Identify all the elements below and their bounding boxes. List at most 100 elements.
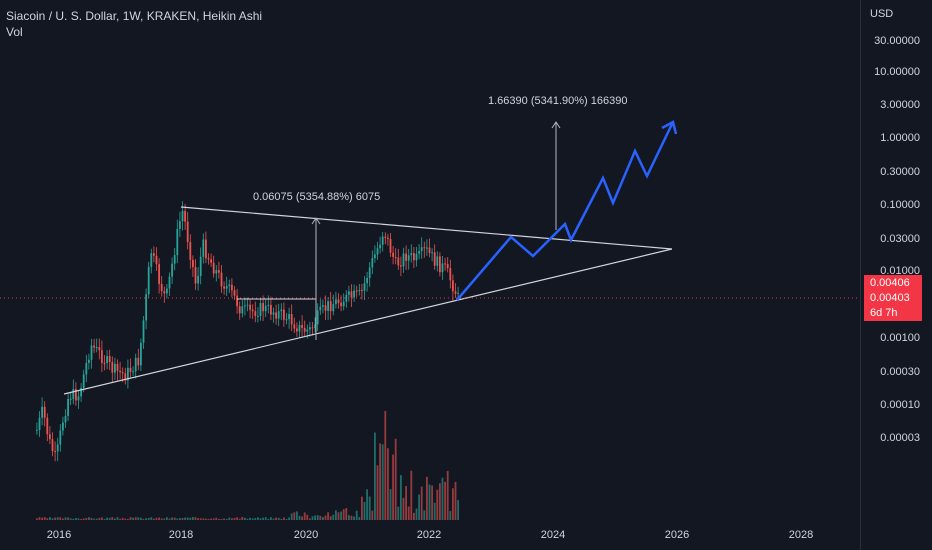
volume-bar	[267, 518, 270, 520]
candle	[233, 290, 236, 296]
projection-path[interactable]	[456, 123, 674, 301]
candle	[272, 312, 275, 315]
candle	[88, 359, 90, 363]
volume-bar	[186, 517, 189, 520]
volume-bar	[368, 496, 371, 520]
volume-bar	[111, 517, 114, 520]
volume-bar	[38, 517, 41, 520]
currency-label[interactable]: USD	[870, 8, 894, 20]
volume-bar	[41, 517, 43, 520]
candle	[368, 267, 371, 279]
candle	[199, 256, 202, 276]
candle	[111, 362, 114, 373]
volume-bar	[108, 517, 111, 520]
candle	[407, 255, 410, 261]
candle	[173, 255, 176, 264]
candle	[85, 362, 88, 375]
candle	[36, 429, 38, 431]
volume-bar	[231, 518, 233, 520]
volume-bar	[457, 500, 459, 520]
measure-label-2: 1.66390 (5341.90%) 166390	[488, 95, 627, 107]
volume-bar	[366, 489, 368, 520]
candle	[56, 444, 59, 452]
candle	[127, 367, 129, 381]
volume-bar	[95, 518, 98, 520]
volume-bar	[114, 518, 116, 520]
candle	[59, 430, 62, 445]
candle	[394, 256, 397, 258]
candle	[218, 270, 220, 273]
candle	[254, 311, 257, 316]
volume-bar	[192, 517, 194, 520]
volume-bar	[228, 517, 231, 520]
volume-bar	[246, 518, 249, 520]
candle	[225, 286, 228, 289]
candle	[348, 291, 350, 295]
volume-bar	[82, 518, 85, 520]
candle	[296, 328, 298, 332]
volume-bar	[43, 517, 46, 520]
volume-bar	[402, 497, 405, 520]
candle	[415, 253, 418, 261]
volume-bar	[137, 517, 140, 520]
volume-bar	[272, 518, 275, 520]
current-price-tag: 0.00406	[864, 275, 922, 291]
candle	[387, 237, 389, 239]
candle	[384, 236, 387, 238]
candle	[246, 304, 249, 306]
volume-bar	[257, 517, 259, 520]
candle	[366, 278, 368, 284]
candle	[350, 291, 353, 298]
volume-bar	[46, 518, 49, 520]
candle	[75, 389, 77, 401]
volume-bar	[236, 517, 238, 520]
volume-bar	[51, 518, 54, 520]
candle	[431, 252, 433, 254]
candles	[36, 201, 459, 462]
volume-bar	[119, 518, 121, 520]
volume-bar	[142, 518, 145, 520]
candle	[101, 350, 103, 363]
candle	[171, 263, 173, 277]
time-axis-label: 2020	[293, 529, 319, 541]
volume-bar	[314, 515, 316, 520]
volume-bar	[371, 510, 374, 520]
candle	[441, 263, 444, 273]
volume-bar	[446, 470, 449, 520]
candle	[80, 387, 82, 397]
candle	[158, 264, 160, 284]
candle	[228, 284, 231, 287]
candle	[400, 265, 402, 267]
volume-bar	[150, 517, 153, 520]
candle	[49, 434, 51, 440]
triangle-upper-trendline[interactable]	[180, 206, 673, 250]
volume-indicator-label[interactable]: Vol	[6, 25, 23, 39]
candle	[210, 259, 212, 263]
volume-bar	[277, 517, 280, 520]
volume-bar	[103, 518, 106, 520]
volume-bar	[381, 444, 384, 520]
candle	[114, 363, 116, 373]
volume-bar	[36, 518, 38, 520]
time-axis-label: 2018	[168, 529, 194, 541]
candle	[257, 315, 259, 317]
candle	[298, 325, 301, 332]
volume-bar	[202, 518, 205, 520]
triangle-lower-trendline[interactable]	[63, 248, 673, 395]
candle	[251, 309, 254, 312]
candle	[134, 357, 137, 372]
candle	[444, 263, 446, 265]
symbol-title[interactable]: Siacoin / U. S. Dollar, 1W, KRAKEN, Heik…	[6, 9, 263, 23]
volume-bar	[327, 512, 329, 520]
volume-bar	[449, 511, 452, 520]
candle	[288, 314, 290, 320]
candle	[423, 247, 426, 249]
candle	[184, 210, 186, 222]
volume-bar	[270, 517, 272, 520]
volume-bar	[85, 518, 88, 520]
candle	[179, 221, 181, 230]
candle	[54, 451, 56, 453]
volume-bar	[134, 517, 137, 520]
